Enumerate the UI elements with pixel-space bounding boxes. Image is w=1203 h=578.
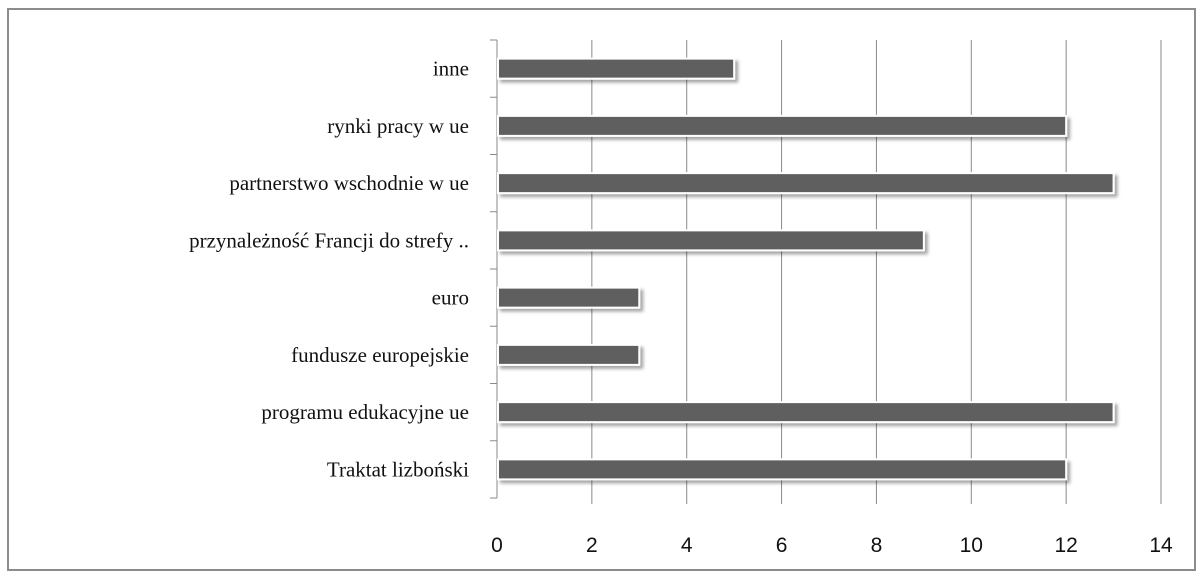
category-label: przynależność Francji do strefy .. (189, 228, 469, 252)
x-tick-labels: 0 2 4 6 8 10 12 14 (491, 534, 1173, 557)
category-label: fundusze europejskie (291, 343, 469, 367)
bar (497, 229, 925, 252)
x-tick-label: 4 (681, 534, 693, 557)
bar (497, 458, 1068, 481)
x-tick-label: 8 (871, 534, 883, 557)
x-tick-label: 0 (491, 534, 503, 557)
x-tick-label: 2 (586, 534, 598, 557)
x-tick-label: 6 (776, 534, 788, 557)
bar (497, 401, 1115, 424)
category-label: partnerstwo wschodnie w ue (229, 171, 469, 195)
category-labels: Traktat lizboński programu edukacyjne ue f… (189, 57, 469, 482)
x-tick-label: 14 (1149, 534, 1173, 557)
gridlines (591, 40, 1162, 504)
x-tick-label: 12 (1054, 534, 1077, 557)
category-label: inne (433, 57, 469, 81)
category-label: Traktat lizboński (327, 457, 469, 481)
axes (490, 39, 498, 499)
category-label: programu edukacyjne ue (261, 400, 469, 424)
bars (497, 57, 1115, 481)
category-label: rynki pracy w ue (327, 114, 469, 138)
bar (497, 343, 641, 366)
x-tick-label: 10 (960, 534, 983, 557)
bar (497, 172, 1115, 195)
bar (497, 114, 1068, 137)
bar (497, 286, 641, 309)
category-label: euro (432, 286, 469, 310)
bar (497, 57, 736, 80)
